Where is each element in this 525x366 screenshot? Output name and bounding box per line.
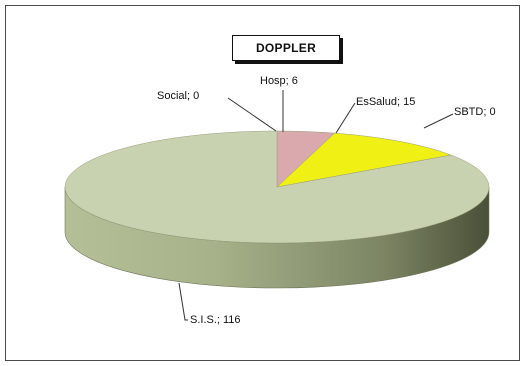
data-label-social: Social; 0 xyxy=(157,90,200,102)
data-label-s-i-s: S.I.S.; 116 xyxy=(190,314,241,326)
chart-title: DOPPLER xyxy=(232,35,340,61)
pie-slice-essalud xyxy=(276,132,452,188)
leader-line-essalud xyxy=(335,102,356,134)
data-label-essalud: EsSalud; 15 xyxy=(356,96,416,108)
pie-slice-s-i-s xyxy=(64,130,490,244)
data-label-hosp: Hosp; 6 xyxy=(260,75,298,87)
leader-line-social xyxy=(227,97,277,132)
data-label-sbtd: SBTD; 0 xyxy=(454,106,496,118)
leader-line-s-i-s xyxy=(178,282,188,321)
leader-line-sbtd xyxy=(423,113,454,129)
